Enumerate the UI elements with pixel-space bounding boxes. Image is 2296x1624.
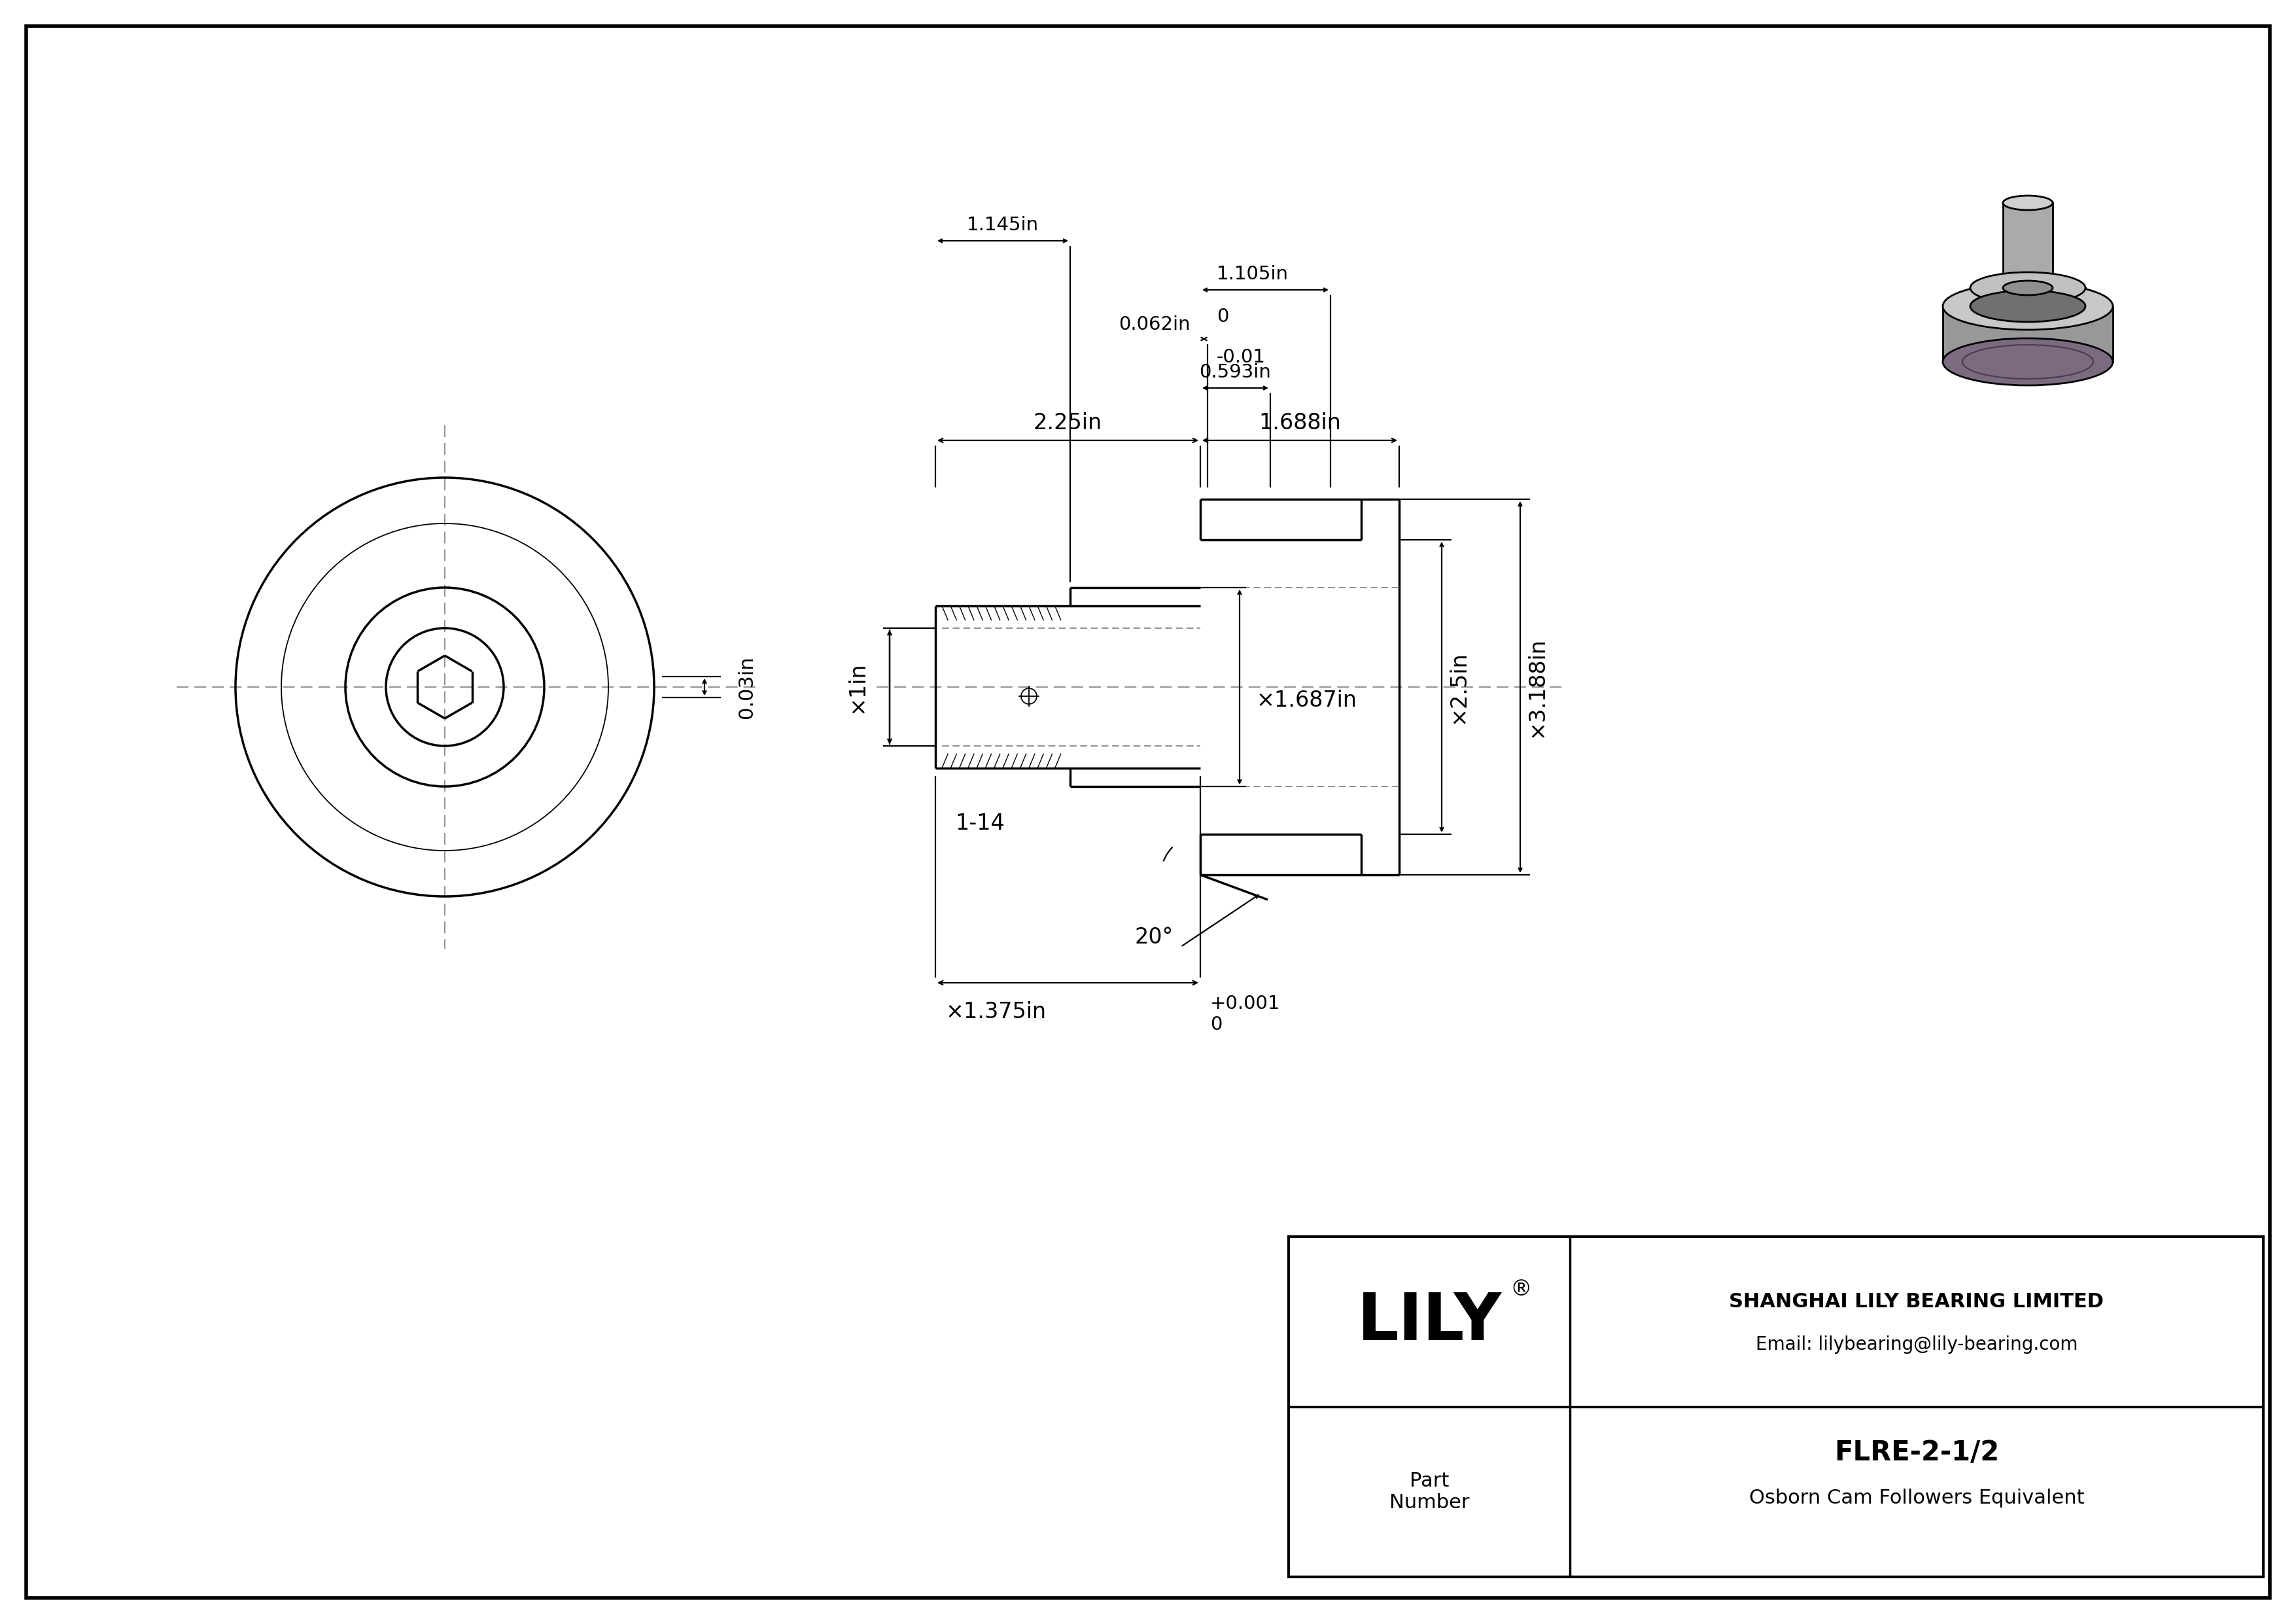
Bar — [1942, 307, 2112, 362]
Text: 1.145in: 1.145in — [967, 216, 1038, 234]
Ellipse shape — [1942, 283, 2112, 330]
Text: +0.001: +0.001 — [1210, 994, 1281, 1013]
Text: Osborn Cam Followers Equivalent: Osborn Cam Followers Equivalent — [1750, 1489, 2085, 1507]
Bar — [1288, 1236, 2264, 1577]
Bar — [1970, 287, 2085, 307]
Text: ×1.687in: ×1.687in — [1256, 689, 1357, 711]
Text: 20°: 20° — [1134, 926, 1173, 948]
Ellipse shape — [2002, 195, 2053, 209]
Text: Part
Number: Part Number — [1389, 1471, 1469, 1512]
Text: 1.105in: 1.105in — [1217, 265, 1288, 283]
Text: ×1.375in: ×1.375in — [946, 1000, 1047, 1023]
Text: 0.062in: 0.062in — [1118, 315, 1192, 333]
Text: 1.688in: 1.688in — [1258, 412, 1341, 434]
Text: Email: lilybearing@lily-bearing.com: Email: lilybearing@lily-bearing.com — [1756, 1335, 2078, 1354]
Text: ×1in: ×1in — [847, 661, 868, 713]
Text: 2.25in: 2.25in — [1033, 412, 1102, 434]
Text: ×3.188in: ×3.188in — [1527, 637, 1548, 737]
Text: ®: ® — [1511, 1278, 1531, 1299]
Text: 1-14: 1-14 — [955, 814, 1006, 835]
Text: SHANGHAI LILY BEARING LIMITED: SHANGHAI LILY BEARING LIMITED — [1729, 1293, 2103, 1312]
Text: ×2.5in: ×2.5in — [1446, 651, 1469, 724]
Text: LILY: LILY — [1357, 1289, 1502, 1353]
Ellipse shape — [1942, 338, 2112, 385]
Ellipse shape — [1970, 273, 2085, 304]
Text: FLRE-2-1/2: FLRE-2-1/2 — [1835, 1439, 2000, 1466]
Text: 0.593in: 0.593in — [1199, 364, 1272, 382]
Bar — [2002, 203, 2053, 287]
Ellipse shape — [1970, 291, 2085, 322]
Text: 0: 0 — [1217, 307, 1228, 326]
Ellipse shape — [2002, 281, 2053, 296]
Text: -0.01: -0.01 — [1217, 348, 1265, 367]
Text: 0: 0 — [1210, 1015, 1221, 1034]
Text: 0.03in: 0.03in — [737, 656, 755, 718]
